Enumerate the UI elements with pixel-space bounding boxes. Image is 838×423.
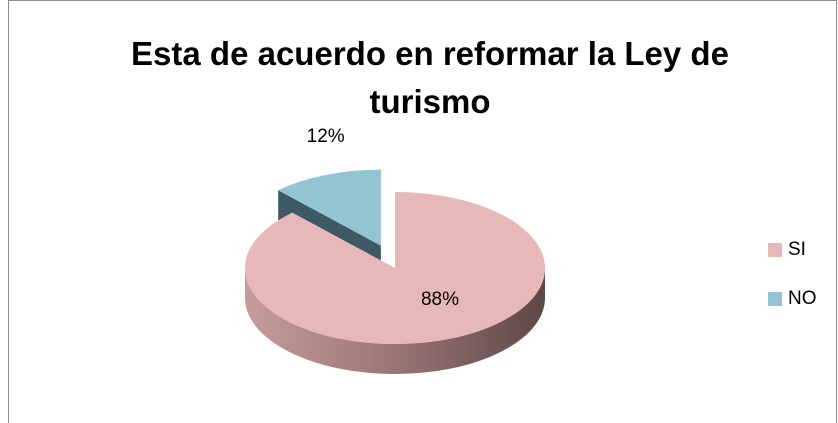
pie-slice xyxy=(278,169,381,246)
legend-swatch xyxy=(768,243,782,257)
slice-wall xyxy=(245,268,545,374)
chart-title: Esta de acuerdo en reformar la Ley de tu… xyxy=(131,35,729,120)
legend-swatch xyxy=(768,292,782,306)
legend-label: NO xyxy=(788,288,817,309)
pie-slice xyxy=(245,192,546,345)
data-label: 88% xyxy=(421,289,459,310)
legend-label: SI xyxy=(788,239,806,260)
data-label: 12% xyxy=(307,126,345,147)
chart-border xyxy=(8,0,837,423)
